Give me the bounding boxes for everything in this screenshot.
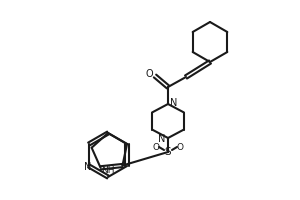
Text: O: O <box>145 69 153 79</box>
Text: N: N <box>158 134 166 144</box>
Text: O: O <box>176 142 184 152</box>
Text: S: S <box>165 147 171 157</box>
Text: N: N <box>84 162 92 172</box>
Text: NH: NH <box>101 166 114 175</box>
Text: O: O <box>152 142 160 152</box>
Text: N: N <box>170 98 178 108</box>
